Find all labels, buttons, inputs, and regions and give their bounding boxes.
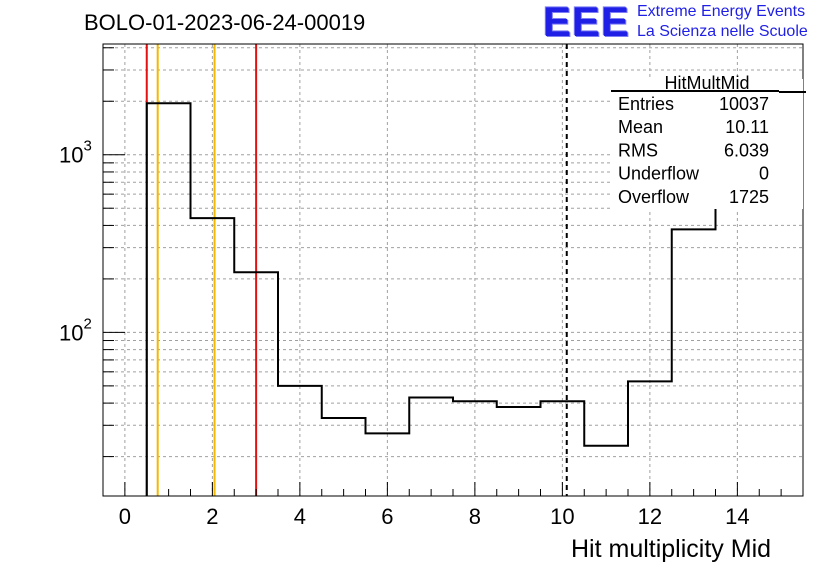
histogram-bin [409, 398, 453, 496]
stats-row-label: RMS [618, 140, 658, 160]
histogram-outline [145, 80, 803, 496]
histogram-bin [584, 446, 628, 496]
x-tick-label: 10 [550, 504, 574, 529]
stats-row-value: 10.11 [725, 117, 769, 137]
x-tick-label: 2 [206, 504, 218, 529]
histogram-bin [278, 386, 322, 496]
histogram-bin [147, 103, 191, 496]
histogram-bin [672, 229, 716, 496]
histogram-bin [234, 272, 278, 496]
histogram-bin [497, 407, 541, 496]
stats-row-label: Overflow [618, 187, 690, 207]
stats-row-value: 6.039 [724, 140, 769, 160]
x-tick-label: 12 [638, 504, 662, 529]
axes: 0 2 4 6 8 10 12 14 102 103 [59, 43, 804, 529]
stats-box-bg [611, 79, 803, 209]
stats-row-label: Entries [618, 94, 674, 114]
stats-row-value: 1725 [729, 187, 769, 207]
x-tick-label: 8 [469, 504, 481, 529]
stats-row-label: Underflow [618, 164, 700, 184]
x-tick-label: 14 [725, 504, 749, 529]
stats-row-label: Mean [618, 117, 663, 137]
histogram-bin [322, 418, 366, 496]
stats-row-value: 10037 [719, 94, 769, 114]
y-tick-label: 103 [59, 138, 92, 168]
histogram-bin [191, 218, 235, 496]
x-tick-label: 0 [119, 504, 131, 529]
histogram-series [145, 80, 803, 496]
x-tick-label: 6 [381, 504, 393, 529]
y-tick-label: 102 [59, 315, 92, 345]
stats-title: HitMultMid [664, 73, 749, 93]
eee-logo: EEE [543, 0, 631, 45]
histogram-bin [628, 381, 672, 496]
plot-title: BOLO-01-2023-06-24-00019 [84, 10, 366, 35]
histogram-bin [453, 401, 497, 496]
logo-subtitle-line1: Extreme Energy Events [637, 3, 806, 20]
x-tick-label: 4 [294, 504, 306, 529]
x-axis-label: Hit multiplicity Mid [571, 535, 772, 563]
logo-subtitle-line2: La Scienza nelle Scuole [637, 23, 808, 40]
histogram-bin [541, 401, 585, 496]
stats-row-value: 0 [759, 164, 769, 184]
